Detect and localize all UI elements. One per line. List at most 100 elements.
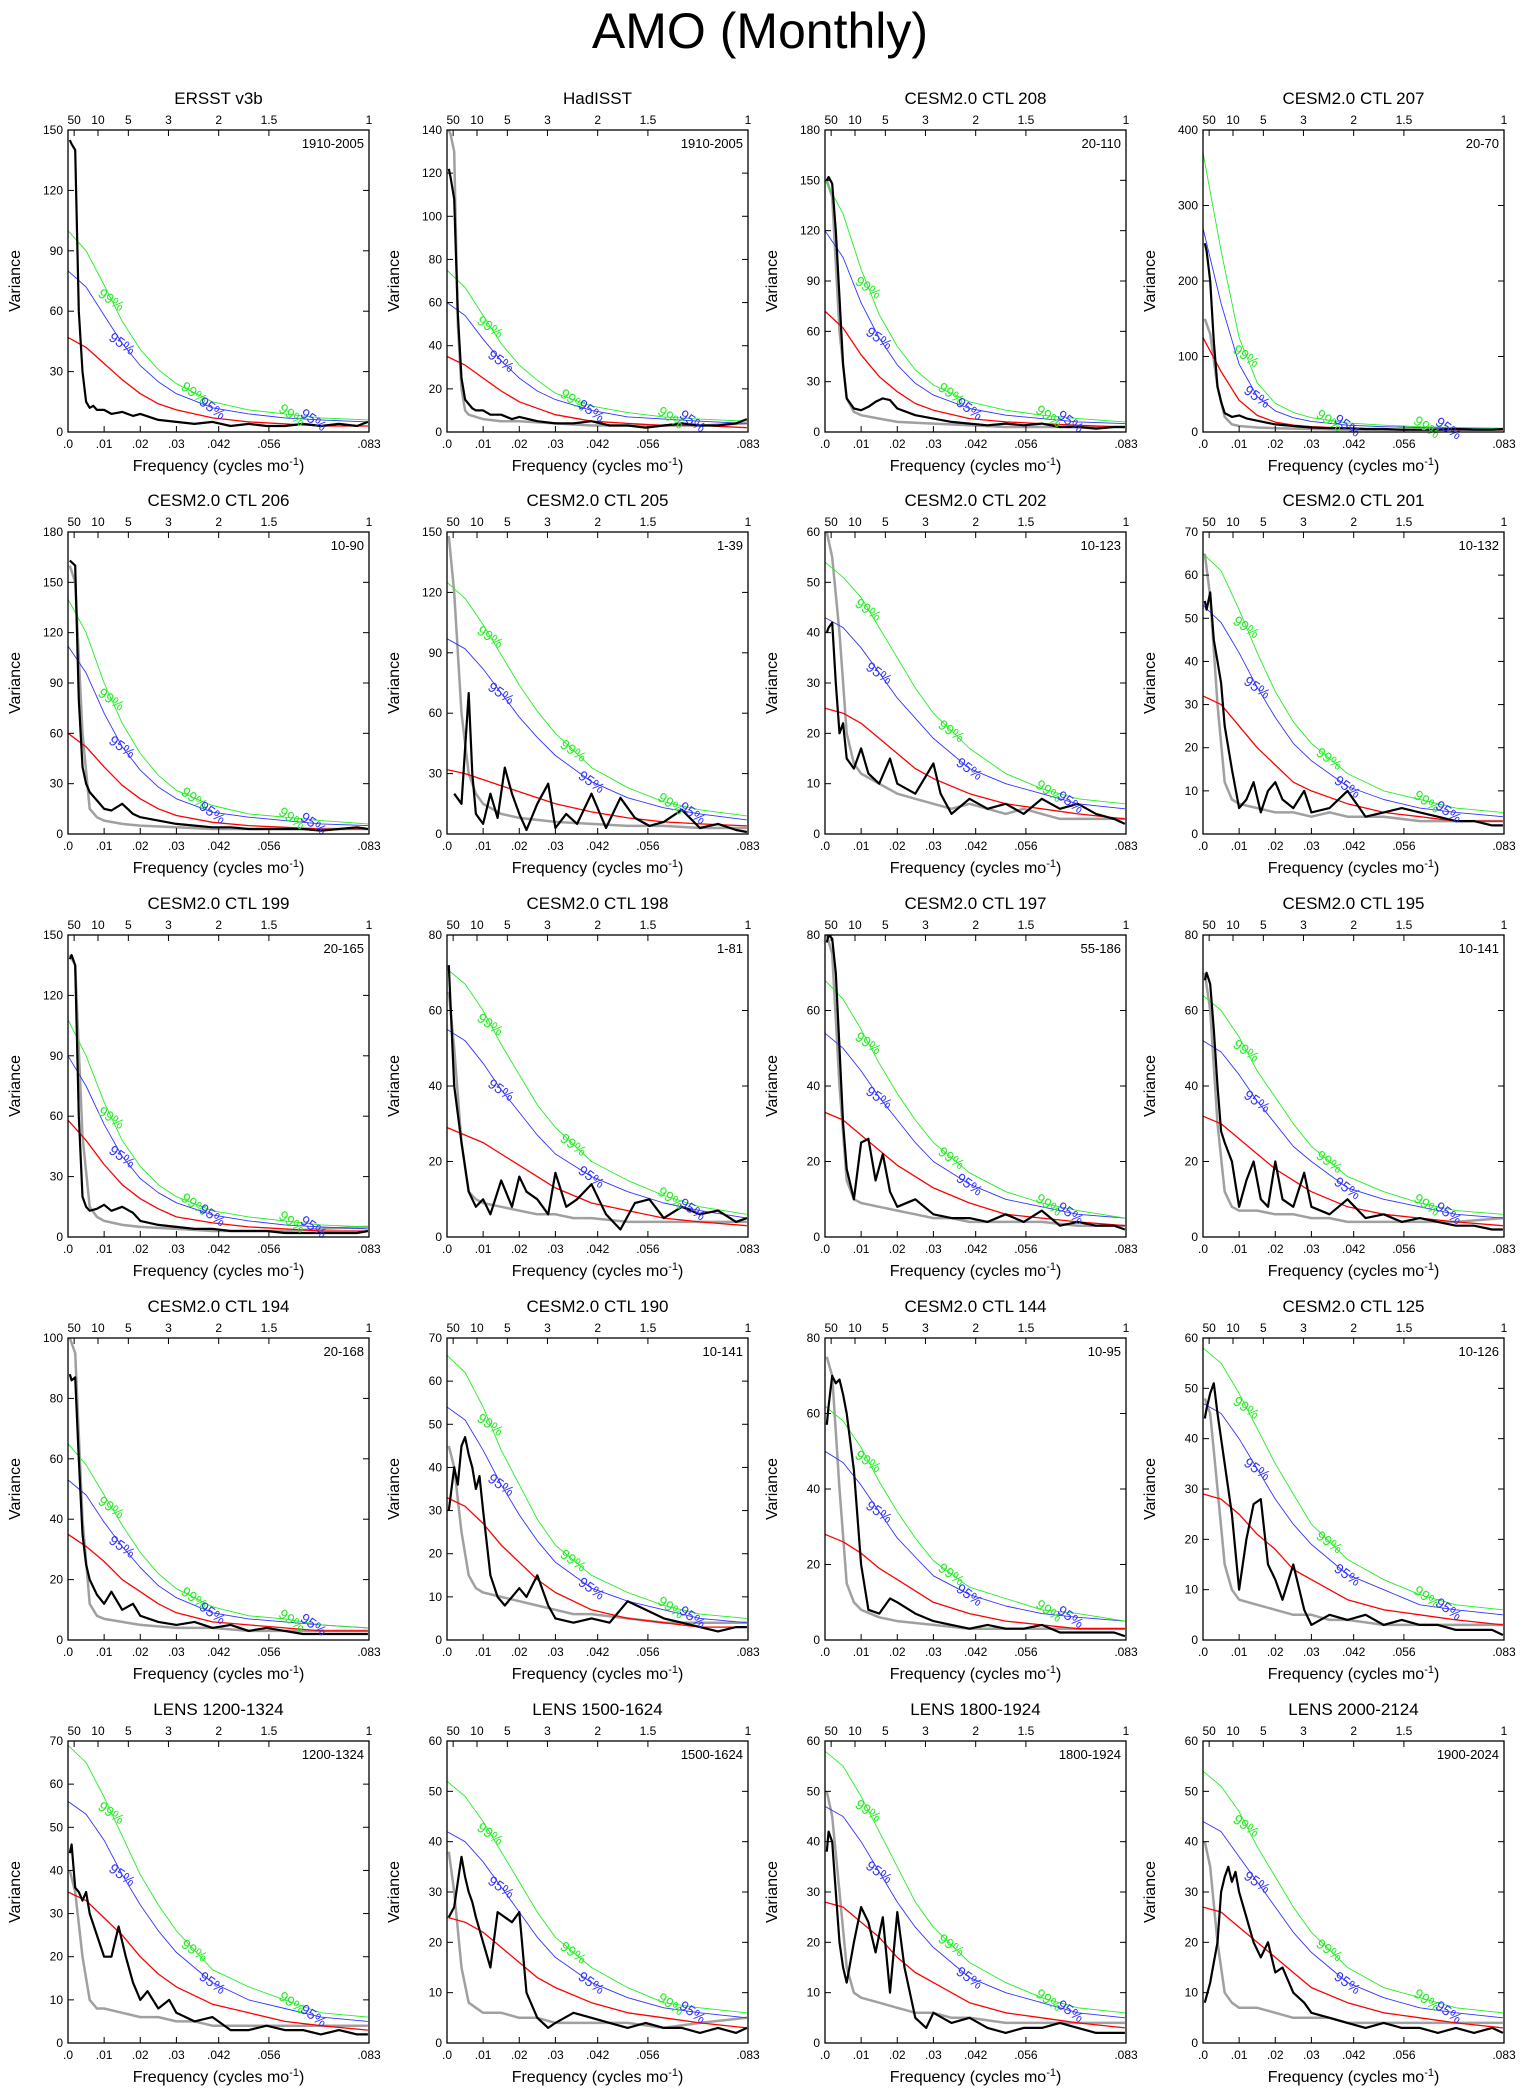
- period-label: 10-123: [1081, 538, 1121, 553]
- x-tick-label: .0: [442, 1242, 452, 1256]
- top-tick-label: 3: [922, 1321, 929, 1335]
- series-reference: [68, 1338, 368, 1633]
- chart-title: CESM2.0 CTL 208: [904, 89, 1046, 108]
- confidence-label-conf95: 95%: [106, 1532, 138, 1561]
- x-tick-label: .083: [1492, 839, 1516, 853]
- chart-title: CESM2.0 CTL 205: [526, 491, 668, 510]
- top-tick-label: 1: [1501, 1321, 1508, 1335]
- y-axis-label: Variance: [7, 1458, 24, 1520]
- series-conf99: [825, 1405, 1125, 1622]
- top-tick-label: 2: [972, 515, 979, 529]
- top-tick-label: 1: [745, 1724, 752, 1738]
- top-tick-label: 1: [366, 918, 373, 932]
- x-tick-label: .042: [586, 1242, 610, 1256]
- top-tick-label: 2: [972, 1724, 979, 1738]
- y-axis-label: Variance: [7, 652, 24, 714]
- x-tick-label: .083: [357, 839, 381, 853]
- y-tick-label: 80: [807, 928, 821, 942]
- y-tick-label: 150: [800, 173, 820, 187]
- series-conf95: [1203, 1821, 1503, 2019]
- series-reference: [825, 1356, 1125, 1630]
- y-tick-label: 10: [807, 1986, 821, 2000]
- x-tick-label: .083: [736, 2048, 760, 2062]
- x-axis-label: Frequency (cycles mo-1): [133, 1664, 305, 1683]
- top-tick-label: 2: [1350, 113, 1357, 127]
- confidence-label-conf95: 95%: [575, 1162, 607, 1191]
- top-tick-label: 1.5: [261, 113, 278, 127]
- top-tick-label: 5: [882, 113, 889, 127]
- top-tick-label: 50: [824, 515, 838, 529]
- top-tick-label: 1.5: [1018, 918, 1035, 932]
- chart-panel-20: LENS 2000-21241900-202499%99%99%95%95%95…: [1142, 1700, 1516, 2086]
- y-tick-label: 120: [43, 626, 63, 640]
- y-tick-label: 0: [813, 827, 820, 841]
- y-tick-label: 60: [1185, 568, 1199, 582]
- top-tick-label: 10: [91, 1724, 105, 1738]
- x-tick-label: .03: [925, 1242, 942, 1256]
- y-tick-label: 120: [422, 585, 442, 599]
- y-tick-label: 60: [50, 1452, 64, 1466]
- series-conf95: [68, 1479, 368, 1629]
- x-tick-label: .01: [96, 1645, 113, 1659]
- series-spectrum: [825, 621, 1126, 825]
- y-axis-label: Variance: [764, 652, 781, 714]
- series-conf95: [1203, 1040, 1503, 1219]
- series-reference: [1203, 318, 1503, 431]
- series-reference: [68, 954, 368, 1233]
- top-tick-label: 10: [91, 113, 105, 127]
- confidence-label-conf99: 99%: [852, 1446, 884, 1475]
- top-tick-label: 3: [1300, 113, 1307, 127]
- top-tick-label: 10: [1226, 113, 1240, 127]
- y-tick-label: 70: [50, 1734, 64, 1748]
- top-tick-label: 3: [922, 113, 929, 127]
- confidence-label-conf95: 95%: [575, 1968, 607, 1997]
- x-tick-label: .01: [96, 437, 113, 451]
- series-markov: [825, 707, 1125, 820]
- confidence-label-conf99: 99%: [1313, 1147, 1345, 1176]
- series-conf99: [1203, 1770, 1503, 2014]
- y-tick-label: 0: [813, 1230, 820, 1244]
- series-spectrum: [68, 1373, 368, 1636]
- series-conf99: [825, 561, 1125, 805]
- top-tick-label: 1: [1123, 515, 1130, 529]
- confidence-label-conf99: 99%: [852, 273, 884, 302]
- x-tick-label: .042: [964, 839, 988, 853]
- y-tick-label: 90: [50, 1049, 64, 1063]
- x-tick-label: .02: [1267, 839, 1284, 853]
- y-tick-label: 10: [50, 1993, 64, 2007]
- y-tick-label: 120: [800, 224, 820, 238]
- y-tick-label: 120: [43, 183, 63, 197]
- top-tick-label: 1: [745, 918, 752, 932]
- confidence-label-conf99: 99%: [1230, 1393, 1262, 1422]
- y-tick-label: 300: [1178, 199, 1198, 213]
- confidence-label-conf99: 99%: [474, 1819, 506, 1848]
- x-tick-label: .0: [63, 839, 73, 853]
- confidence-label-conf99: 99%: [935, 1930, 967, 1959]
- plot-frame: [446, 129, 749, 433]
- top-tick-label: 1.5: [640, 113, 657, 127]
- confidence-label-conf99: 99%: [95, 685, 127, 714]
- y-tick-label: 200: [1178, 274, 1198, 288]
- x-tick-label: .056: [1392, 437, 1416, 451]
- series-conf95: [447, 1406, 747, 1624]
- x-axis-label: Frequency (cycles mo-1): [1268, 1261, 1440, 1280]
- series-spectrum: [825, 1830, 1125, 2035]
- y-tick-label: 0: [813, 2036, 820, 2050]
- series-conf95: [68, 1801, 368, 2022]
- y-axis-label: Variance: [386, 1055, 403, 1117]
- x-axis-label: Frequency (cycles mo-1): [512, 1261, 684, 1280]
- top-tick-label: 3: [544, 515, 551, 529]
- series-reference: [447, 1851, 748, 2030]
- x-tick-label: .03: [547, 437, 564, 451]
- confidence-label-conf95: 95%: [1241, 1087, 1273, 1116]
- x-tick-label: .02: [132, 1242, 149, 1256]
- top-tick-label: 50: [446, 515, 460, 529]
- x-tick-label: .02: [889, 1242, 906, 1256]
- confidence-label-conf99: 99%: [474, 622, 506, 651]
- x-tick-label: .02: [1267, 2048, 1284, 2062]
- top-tick-label: 10: [470, 1724, 484, 1738]
- plot-frame: [67, 934, 370, 1238]
- top-tick-label: 1: [1501, 113, 1508, 127]
- x-tick-label: .02: [1267, 1242, 1284, 1256]
